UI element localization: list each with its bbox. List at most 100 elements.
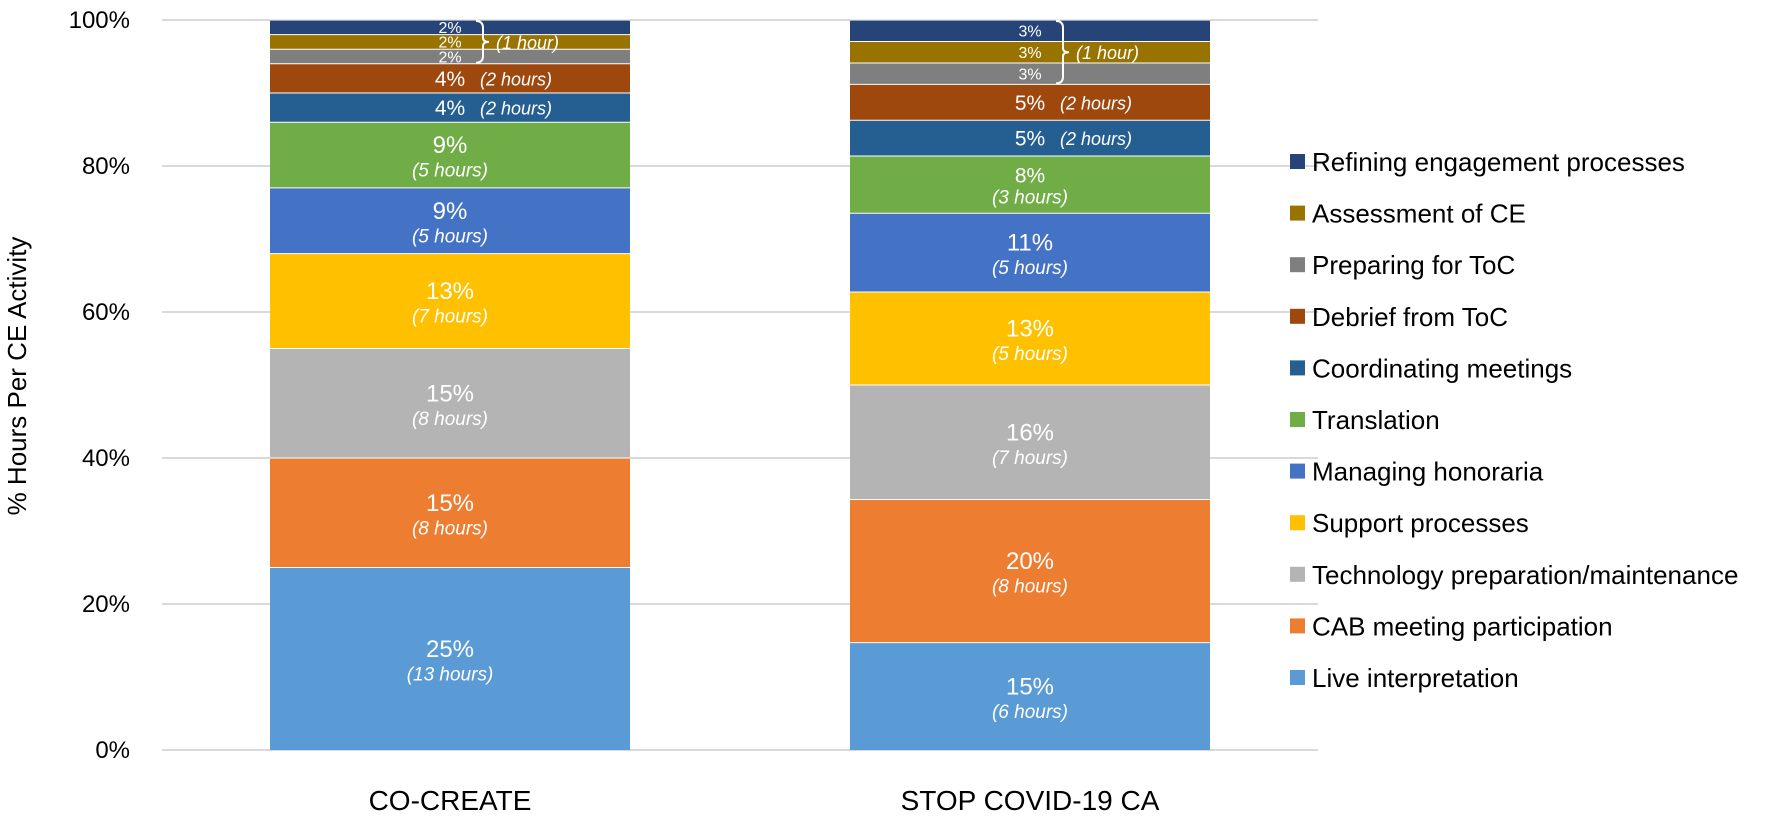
legend-label: Debrief from ToC: [1312, 302, 1508, 332]
group-bracket: [475, 20, 490, 64]
legend-label: Live interpretation: [1312, 663, 1519, 693]
bar-segment-refining-engagement-processes: [270, 20, 630, 35]
legend-swatch: [1290, 360, 1305, 376]
legend-swatch: [1290, 154, 1305, 169]
data-labels: 25%(13 hours)15%(8 hours)15%(8 hours)13%…: [407, 20, 1139, 723]
data-label: 11%: [1007, 230, 1053, 257]
hours-label: (13 hours): [407, 664, 494, 685]
group-annotation: (1 hour): [496, 33, 559, 53]
bar-segment-support-processes: [270, 253, 630, 349]
x-category-label: STOP COVID-19 CA: [901, 785, 1160, 816]
data-label: 2%: [438, 20, 461, 37]
legend: Refining engagement processes Assessment …: [1290, 147, 1738, 693]
legend-swatch: [1290, 670, 1305, 685]
y-tick-label: 0%: [95, 737, 130, 764]
data-label: 5%: [1015, 128, 1045, 151]
legend-label: Translation: [1312, 405, 1440, 435]
data-label: 2%: [438, 35, 461, 52]
bar-segment-debrief-from-toc: [850, 84, 1210, 121]
bar-segment-managing-honoraria: [270, 187, 630, 254]
bar-segment-assessment-of-ce: [850, 41, 1210, 63]
data-label: 3%: [1018, 23, 1041, 40]
legend-label: Refining engagement processes: [1312, 147, 1685, 177]
legend-label: Preparing for ToC: [1312, 250, 1515, 280]
bar-segment-translation: [850, 155, 1210, 214]
hours-label: (7 hours): [412, 307, 488, 328]
legend-swatch: [1290, 463, 1305, 479]
group-bracket: [1055, 20, 1070, 85]
bar-segment-technology-preparation-maintenance: [850, 385, 1210, 500]
hours-label: (8 hours): [412, 409, 488, 430]
legend-swatch: [1290, 566, 1305, 582]
x-axis-categories: CO-CREATE STOP COVID-19 CA: [369, 785, 1160, 816]
bar-segment-assessment-of-ce: [270, 34, 630, 50]
bar-segment-preparing-for-toc: [270, 49, 630, 64]
bar-segment-support-processes: [850, 291, 1210, 385]
y-tick-label: 60%: [82, 299, 130, 326]
bar-segment-debrief-from-toc: [270, 63, 630, 93]
data-label: 15%: [1006, 673, 1054, 700]
data-label: 25%: [426, 636, 474, 663]
data-label: 9%: [433, 198, 468, 225]
data-label: 3%: [1018, 66, 1041, 83]
legend-swatch: [1290, 257, 1305, 273]
y-tick-label: 80%: [82, 153, 130, 180]
bar-segment-coordinating-meetings: [850, 120, 1210, 156]
y-axis-label: % Hours Per CE Activity: [2, 237, 32, 516]
hours-label: (2 hours): [480, 99, 552, 119]
data-label: 20%: [1006, 548, 1054, 575]
legend-swatch: [1290, 618, 1305, 634]
data-label: 15%: [426, 380, 474, 407]
bar-segment-live-interpretation: [270, 567, 630, 750]
legend-label: CAB meeting participation: [1312, 611, 1613, 641]
data-label: 2%: [438, 49, 461, 66]
legend-swatch: [1290, 308, 1305, 324]
y-tick-label: 20%: [82, 591, 130, 618]
y-axis-ticks: 0% 20% 40% 60% 80% 100%: [69, 7, 130, 764]
legend-swatch: [1290, 205, 1305, 221]
hours-label: (3 hours): [992, 188, 1068, 209]
data-label: 4%: [435, 68, 465, 91]
group-annotation: (1 hour): [1076, 43, 1139, 63]
hours-label: (2 hours): [1060, 93, 1132, 113]
data-label: 4%: [435, 97, 465, 120]
hours-label: (5 hours): [412, 161, 488, 182]
legend-swatch: [1290, 515, 1305, 531]
legend-swatch: [1290, 412, 1305, 427]
hours-label: (5 hours): [992, 258, 1068, 279]
legend-label: Support processes: [1312, 508, 1529, 538]
hours-label: (5 hours): [412, 226, 488, 247]
bar-segment-preparing-for-toc: [850, 62, 1210, 85]
y-tick-label: 100%: [69, 7, 130, 34]
data-label: 15%: [426, 490, 474, 517]
legend-label: Coordinating meetings: [1312, 353, 1572, 383]
hours-label: (2 hours): [1060, 129, 1132, 149]
bar-segment-managing-honoraria: [850, 213, 1210, 292]
hours-label: (6 hours): [992, 702, 1068, 723]
data-label: 5%: [1015, 92, 1045, 115]
hours-label: (7 hours): [992, 448, 1068, 469]
legend-label: Technology preparation/maintenance: [1312, 560, 1738, 590]
data-label: 16%: [1006, 419, 1054, 446]
hours-label: (8 hours): [992, 577, 1068, 598]
data-label: 13%: [1006, 315, 1054, 342]
legend-label: Managing honoraria: [1312, 457, 1544, 487]
legend-label: Assessment of CE: [1312, 199, 1526, 229]
bar-segment-translation: [270, 122, 630, 188]
bar-segment-technology-preparation-maintenance: [270, 348, 630, 458]
bar-segment-live-interpretation: [850, 642, 1210, 750]
bar-segment-cab-meeting-participation: [270, 458, 630, 568]
data-label: 8%: [1015, 165, 1045, 188]
data-label: 13%: [426, 278, 474, 305]
data-label: 9%: [433, 132, 468, 159]
bar-segment-coordinating-meetings: [270, 93, 630, 123]
hours-label: (5 hours): [992, 344, 1068, 365]
data-label: 3%: [1018, 45, 1041, 62]
bars: [270, 19, 1210, 750]
hours-label: (2 hours): [480, 69, 552, 89]
x-category-label: CO-CREATE: [369, 785, 532, 816]
hours-label: (8 hours): [412, 518, 488, 539]
bar-segment-cab-meeting-participation: [850, 499, 1210, 643]
